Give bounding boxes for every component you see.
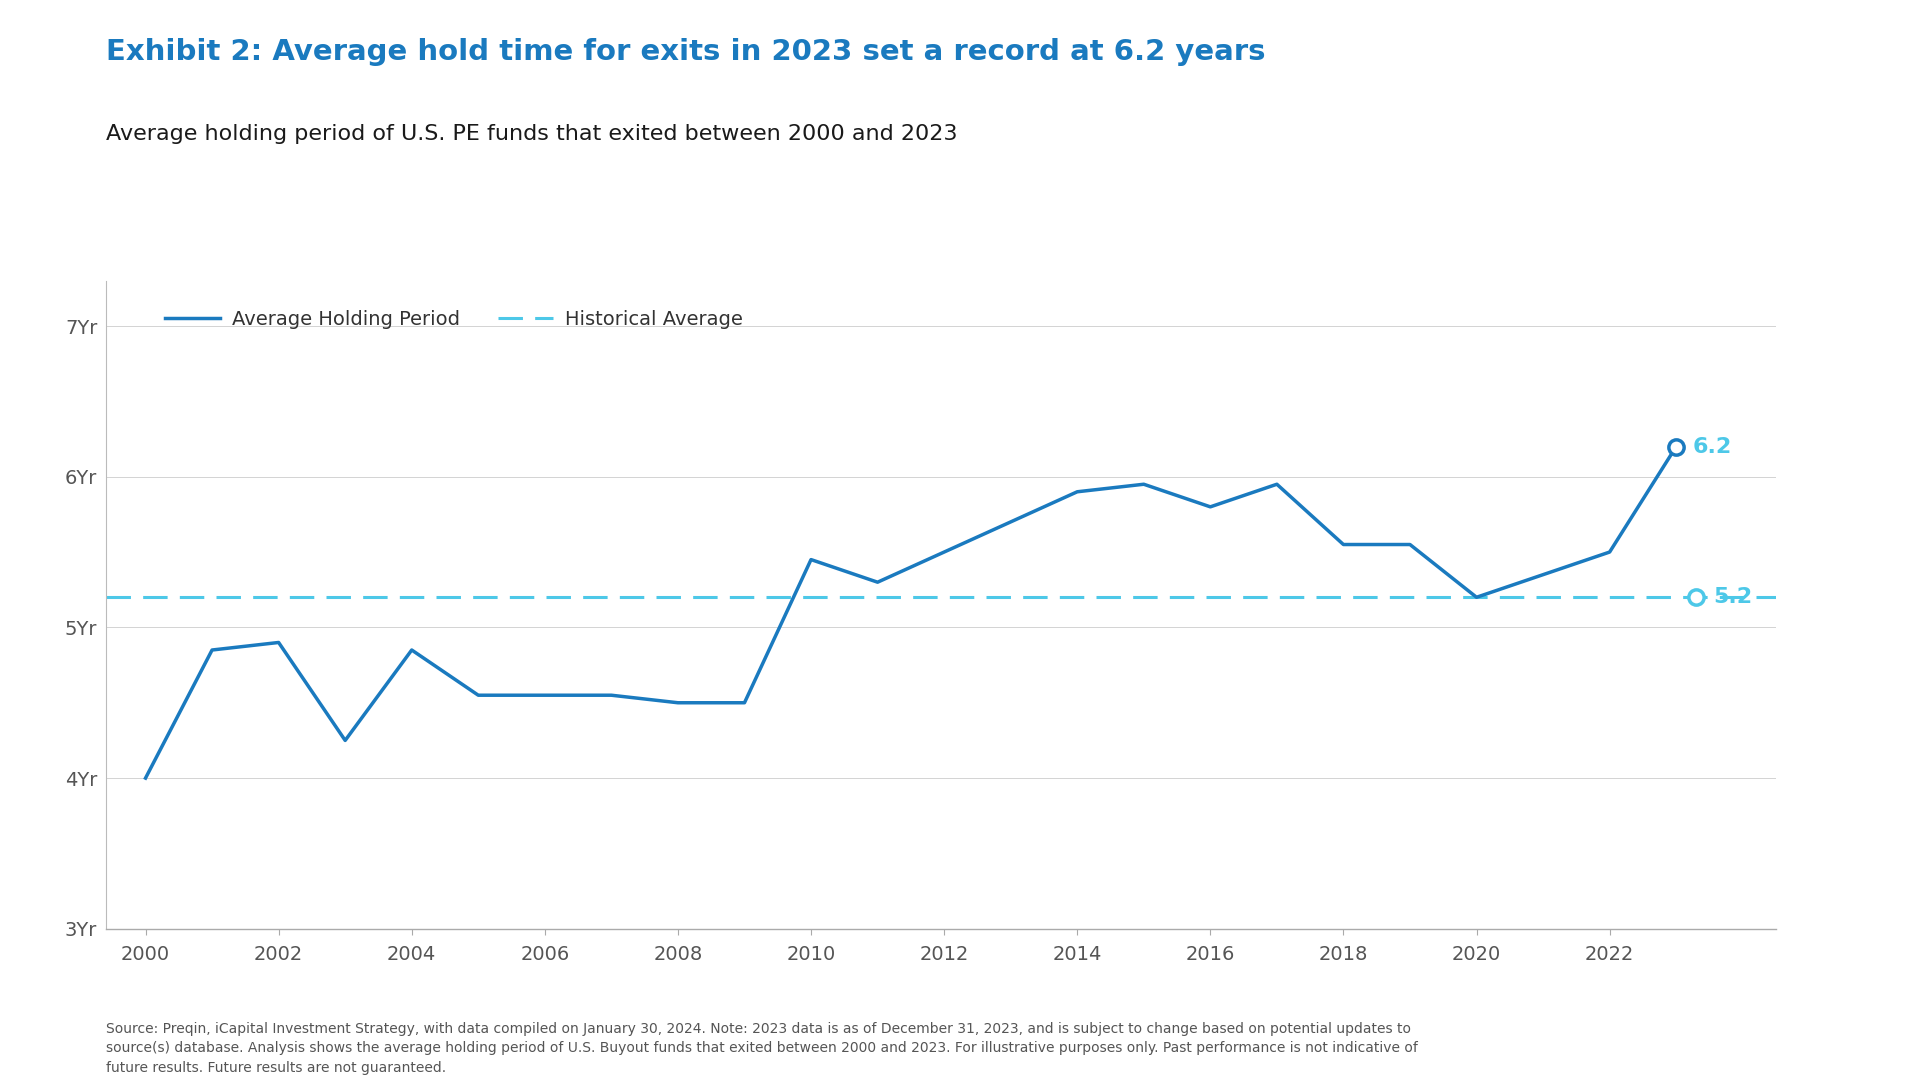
Text: Average holding period of U.S. PE funds that exited between 2000 and 2023: Average holding period of U.S. PE funds … [106, 124, 956, 145]
Text: 6.2: 6.2 [1693, 436, 1732, 457]
Text: Source: Preqin, iCapital Investment Strategy, with data compiled on January 30, : Source: Preqin, iCapital Investment Stra… [106, 1022, 1417, 1075]
Legend: Average Holding Period, Historical Average: Average Holding Period, Historical Avera… [165, 310, 743, 329]
Text: 5.2: 5.2 [1713, 588, 1751, 607]
Text: Exhibit 2: Average hold time for exits in 2023 set a record at 6.2 years: Exhibit 2: Average hold time for exits i… [106, 38, 1265, 66]
